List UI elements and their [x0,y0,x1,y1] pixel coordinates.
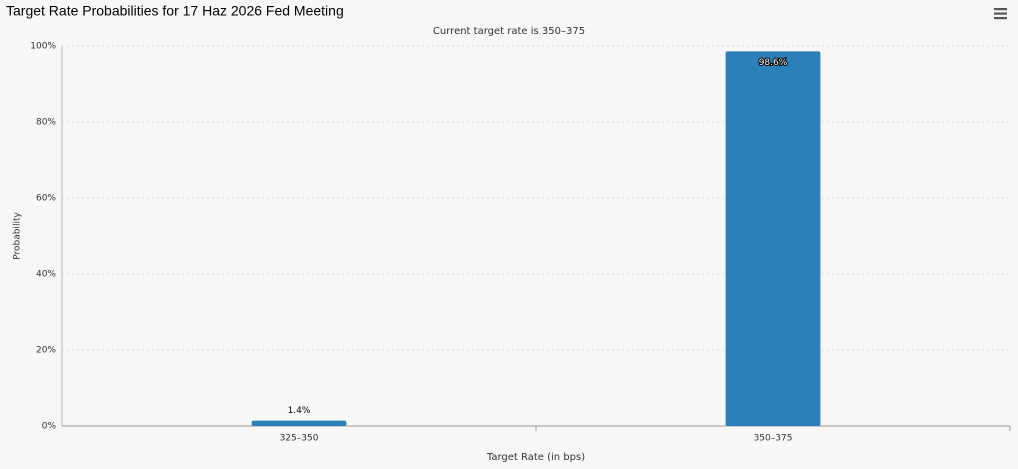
data-label: 1.4% [288,406,311,416]
x-axis-label: Target Rate (in bps) [486,452,585,463]
x-tick-label: 350–375 [754,434,793,444]
y-tick-label: 0% [42,422,57,432]
bar [251,420,347,426]
chart-subtitle: Current target rate is 350–375 [433,26,585,37]
data-label: 98.6% [759,58,788,68]
y-tick-label: 20% [36,346,56,356]
menu-bar [994,12,1007,15]
y-tick-label: 80% [36,118,56,128]
y-tick-label: 40% [36,270,56,280]
menu-bar [994,17,1007,20]
y-tick-label: 60% [36,194,56,204]
x-tick-label: 325–350 [280,434,319,444]
y-axis-label: Probability [13,212,23,260]
menu-button[interactable] [994,8,1007,20]
bar [725,51,821,426]
y-tick-label: 100% [30,42,56,52]
chart-title: Target Rate Probabilities for 17 Haz 202… [6,3,344,19]
menu-bar [994,8,1007,11]
